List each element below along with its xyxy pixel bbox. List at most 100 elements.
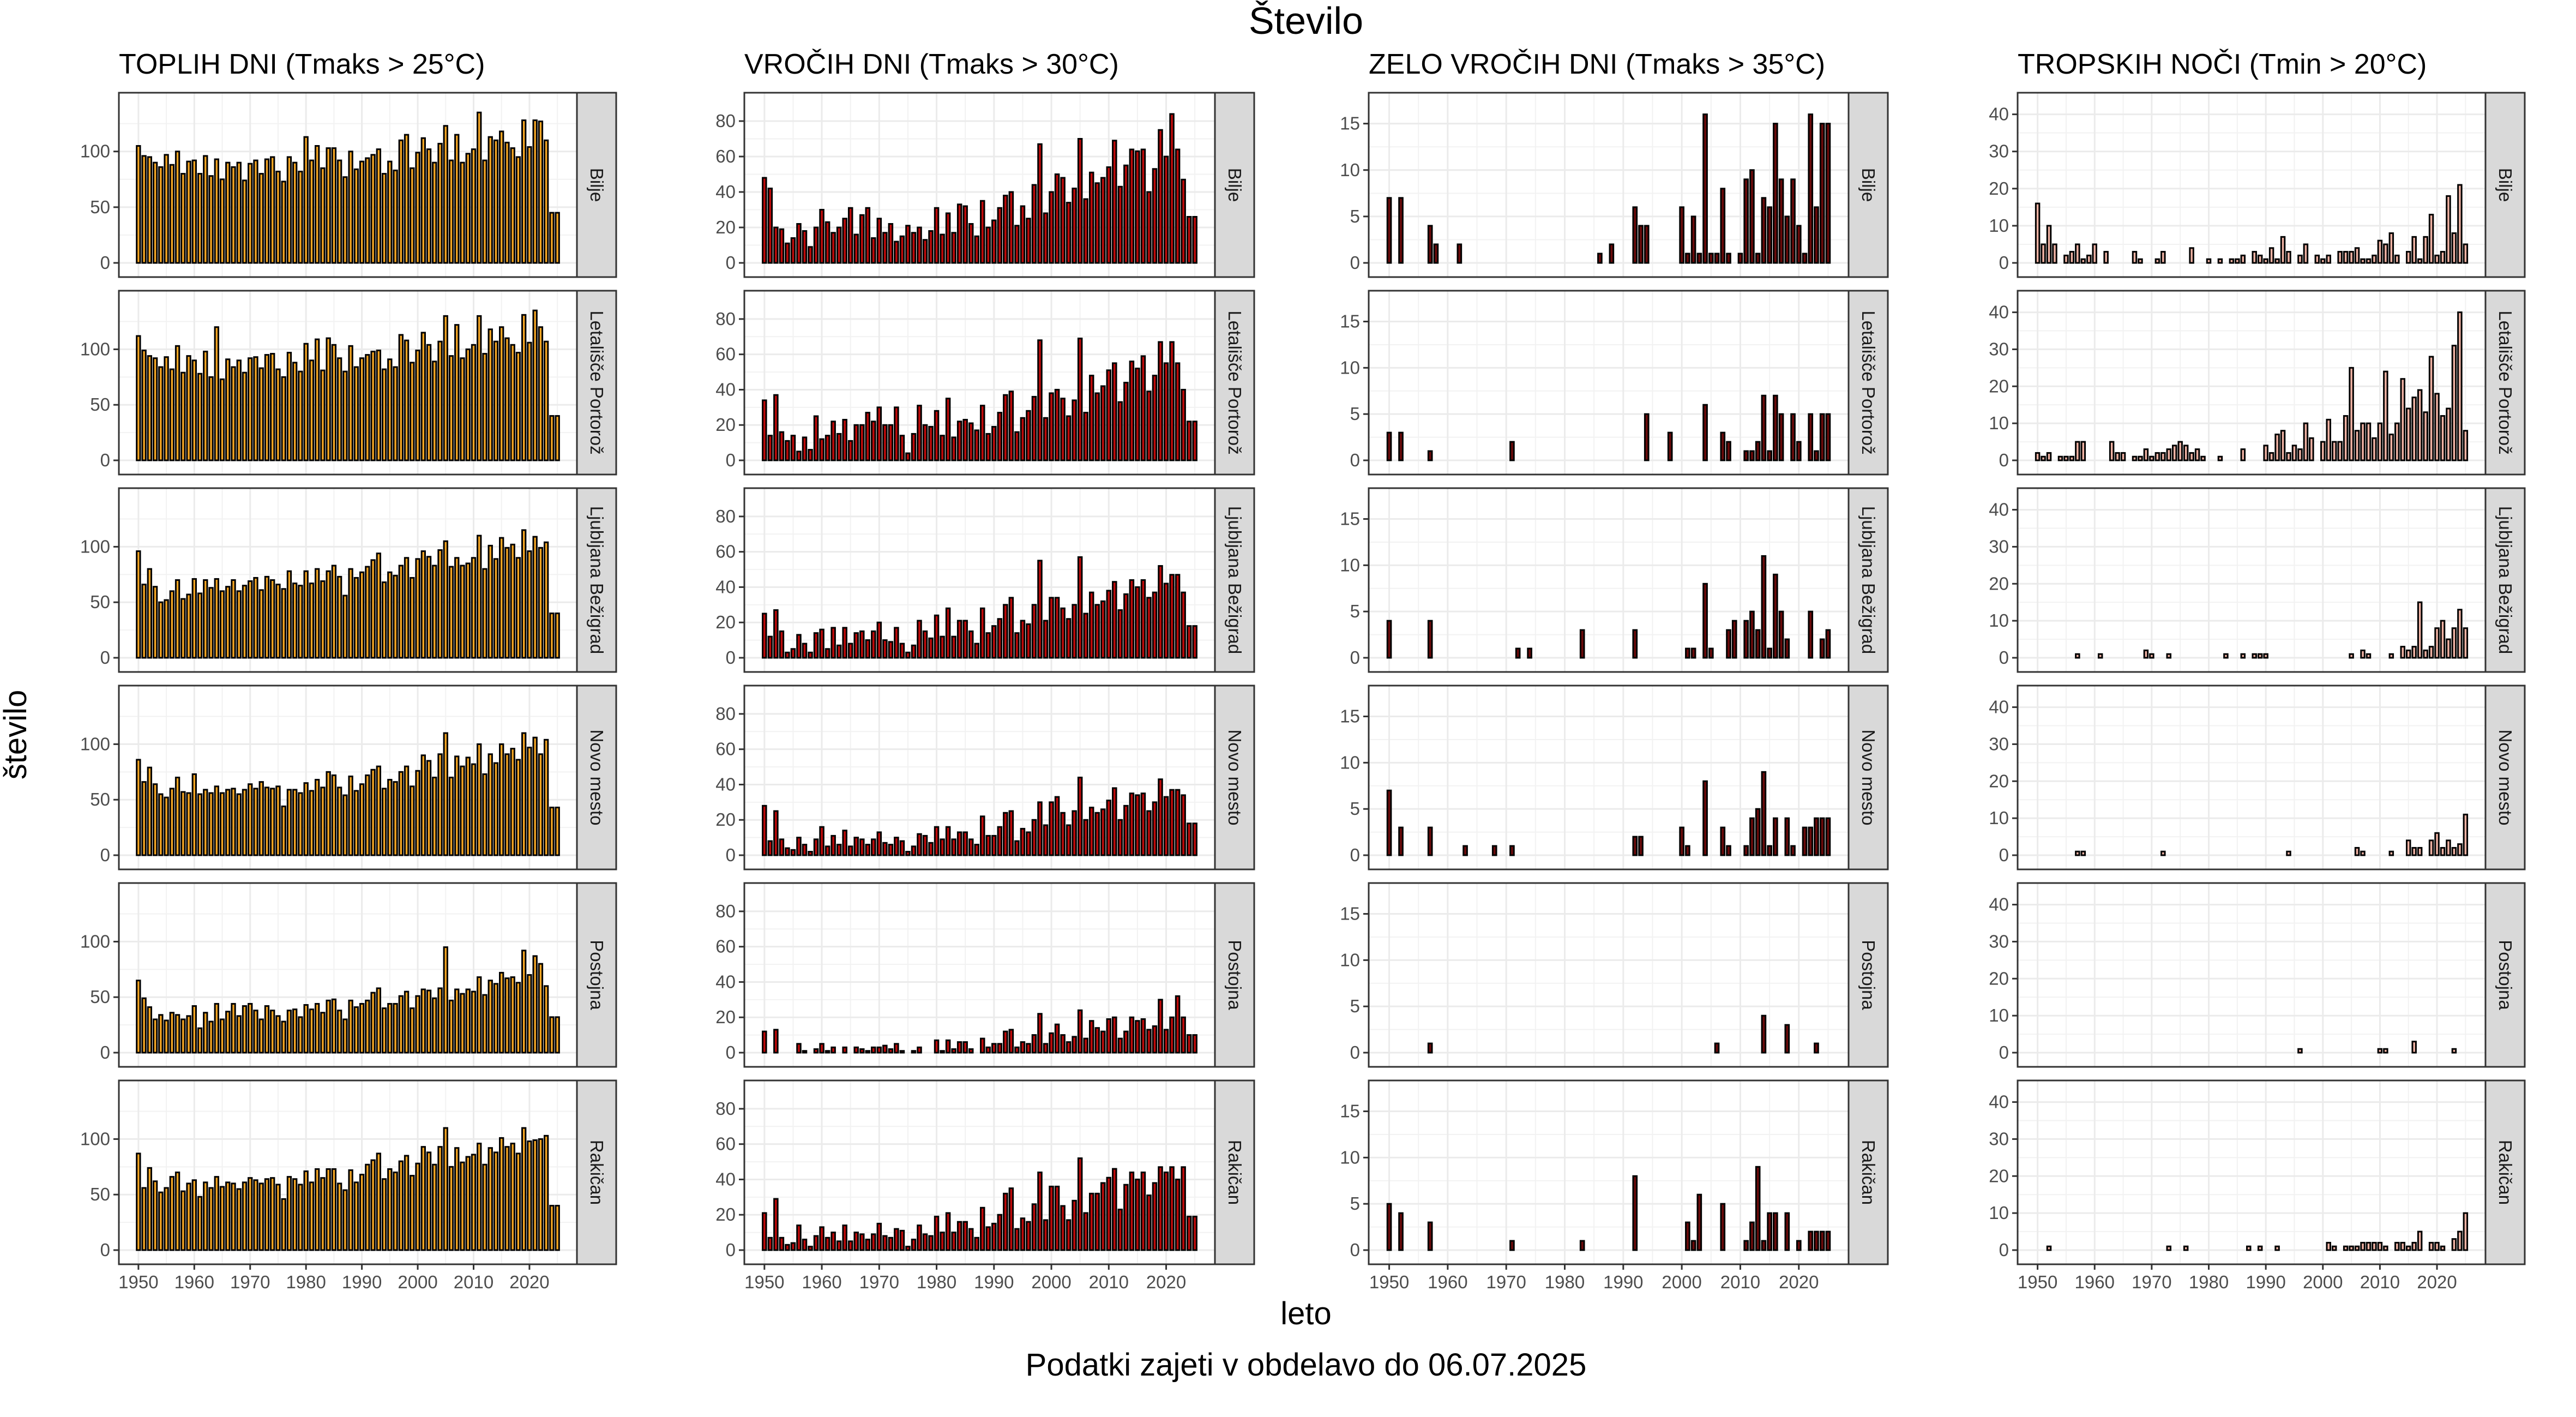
- bar-postojna-2001: [420, 988, 426, 1054]
- bar-bilje-1953: [779, 228, 785, 264]
- bar-rakican-2022: [1175, 1178, 1181, 1251]
- bar-letalisce-portoroz-1978: [2194, 448, 2200, 461]
- bar-novo-mesto-1957: [1427, 826, 1433, 856]
- bar-rakican-2007: [1088, 1192, 1094, 1251]
- bar-ljubljana-bezigrad-2025: [2463, 627, 2469, 659]
- bar-postojna-1971: [882, 1044, 888, 1054]
- y-tick-label: 100: [80, 536, 110, 556]
- bar-bilje-2023: [543, 139, 549, 264]
- bar-rakican-1973: [894, 1228, 899, 1251]
- bar-postojna-1982: [314, 1002, 320, 1054]
- bar-letalisce-portoroz-2022: [1175, 362, 1181, 461]
- bar-ljubljana-bezigrad-2018: [1152, 591, 1158, 659]
- bar-rakican-1958: [180, 1190, 186, 1251]
- bar-ljubljana-bezigrad-1994: [381, 581, 387, 659]
- bar-rakican-2013: [1123, 1184, 1129, 1251]
- x-tick-label: 2020: [1779, 1272, 1819, 1292]
- bar-novo-mesto-2023: [543, 738, 549, 856]
- bar-letalisce-portoroz-1978: [922, 424, 928, 461]
- bar-rakican-2003: [1696, 1193, 1702, 1251]
- bar-ljubljana-bezigrad-2013: [1123, 593, 1129, 659]
- bar-ljubljana-bezigrad-1967: [859, 630, 865, 659]
- bar-bilje-1951: [141, 155, 147, 264]
- bar-bilje-2014: [1761, 197, 1767, 264]
- bar-ljubljana-bezigrad-2020: [1163, 583, 1169, 659]
- bar-letalisce-portoroz-2004: [2343, 415, 2349, 461]
- bar-rakican-1962: [203, 1181, 208, 1251]
- bar-bilje-1964: [214, 158, 219, 264]
- bar-rakican-2024: [549, 1205, 555, 1251]
- bar-rakican-1969: [242, 1181, 248, 1251]
- bar-rakican-1986: [968, 1228, 974, 1251]
- bar-letalisce-portoroz-1970: [876, 406, 882, 461]
- bar-bilje-1995: [1020, 205, 1026, 264]
- bar-novo-mesto-1950: [1386, 789, 1392, 856]
- bar-novo-mesto-1998: [1037, 801, 1043, 856]
- bar-rakican-1960: [191, 1179, 197, 1251]
- bar-bilje-1994: [381, 173, 387, 264]
- y-tick-label: 20: [1989, 968, 2009, 988]
- bar-postojna-1974: [899, 1050, 905, 1054]
- bar-postojna-1957: [802, 1050, 808, 1054]
- bar-rakican-1961: [824, 1236, 830, 1251]
- bar-rakican-1954: [785, 1244, 790, 1251]
- bar-ljubljana-bezigrad-2002: [1060, 607, 1066, 659]
- bar-bilje-1999: [1043, 212, 1049, 264]
- bar-bilje-2012: [2388, 232, 2394, 264]
- bar-bilje-2009: [1100, 177, 1106, 264]
- bar-novo-mesto-2015: [2406, 839, 2411, 856]
- bar-letalisce-portoroz-2003: [432, 361, 437, 461]
- bar-letalisce-portoroz-2025: [555, 415, 560, 461]
- bar-postojna-1969: [871, 1046, 876, 1054]
- bar-novo-mesto-1990: [359, 783, 365, 856]
- y-tick-label: 10: [1340, 1147, 1360, 1167]
- bar-letalisce-portoroz-2018: [1152, 375, 1158, 461]
- bar-ljubljana-bezigrad-2011: [1112, 581, 1117, 659]
- bar-bilje-2010: [2377, 239, 2383, 264]
- bar-novo-mesto-1986: [968, 838, 974, 856]
- bar-letalisce-portoroz-1974: [270, 353, 275, 461]
- bar-bilje-1955: [164, 154, 169, 264]
- bar-rakican-1971: [253, 1179, 258, 1251]
- bar-novo-mesto-1993: [1008, 810, 1014, 856]
- bar-novo-mesto-1993: [376, 765, 382, 856]
- bar-ljubljana-bezigrad-1990: [2263, 653, 2268, 659]
- facet-strip: [1847, 487, 1889, 673]
- bar-novo-mesto-1959: [186, 792, 191, 856]
- bar-novo-mesto-1986: [336, 786, 342, 856]
- bar-bilje-1975: [905, 225, 911, 264]
- bar-rakican-2018: [515, 1152, 521, 1251]
- bar-novo-mesto-1983: [951, 838, 956, 856]
- panel-tropskih-noci-letalisce-portoroz: Letališče Portorož 0 10 20 30 40: [1989, 290, 2526, 476]
- bar-bilje-1952: [773, 226, 779, 264]
- bar-bilje-1998: [1037, 143, 1043, 264]
- bar-rakican-1957: [174, 1172, 180, 1251]
- bar-letalisce-portoroz-2020: [2434, 393, 2440, 461]
- bar-postojna-2023: [1814, 1042, 1819, 1054]
- bar-novo-mesto-2005: [443, 732, 448, 856]
- bar-letalisce-portoroz-1972: [888, 424, 894, 461]
- bar-novo-mesto-1988: [979, 815, 985, 856]
- bar-postojna-1956: [796, 1043, 802, 1054]
- bar-bilje-2008: [1094, 182, 1100, 264]
- bar-bilje-1980: [934, 207, 940, 264]
- bar-novo-mesto-1958: [808, 851, 813, 856]
- bar-novo-mesto-2022: [2446, 839, 2451, 856]
- bar-ljubljana-bezigrad-1962: [203, 579, 208, 659]
- bar-postojna-1985: [331, 998, 337, 1054]
- bar-rakican-1986: [336, 1182, 342, 1251]
- bar-ljubljana-bezigrad-2007: [454, 557, 460, 659]
- bar-letalisce-portoroz-1964: [2115, 452, 2120, 461]
- bar-rakican-1991: [365, 1163, 370, 1251]
- bar-bilje-1988: [979, 200, 985, 264]
- bar-letalisce-portoroz-2011: [1743, 450, 1749, 461]
- bar-postojna-2020: [527, 974, 532, 1054]
- bar-novo-mesto-1958: [2080, 850, 2086, 856]
- bar-rakican-1952: [147, 1167, 153, 1251]
- bar-ljubljana-bezigrad-1970: [2149, 653, 2154, 659]
- bar-bilje-1996: [1026, 218, 1031, 264]
- facet-label-ljubljana-bezigrad: Ljubljana Bežigrad: [2495, 506, 2515, 655]
- bar-bilje-1960: [2092, 243, 2097, 264]
- bar-rakican-1956: [796, 1224, 802, 1251]
- bar-novo-mesto-1952: [147, 766, 153, 856]
